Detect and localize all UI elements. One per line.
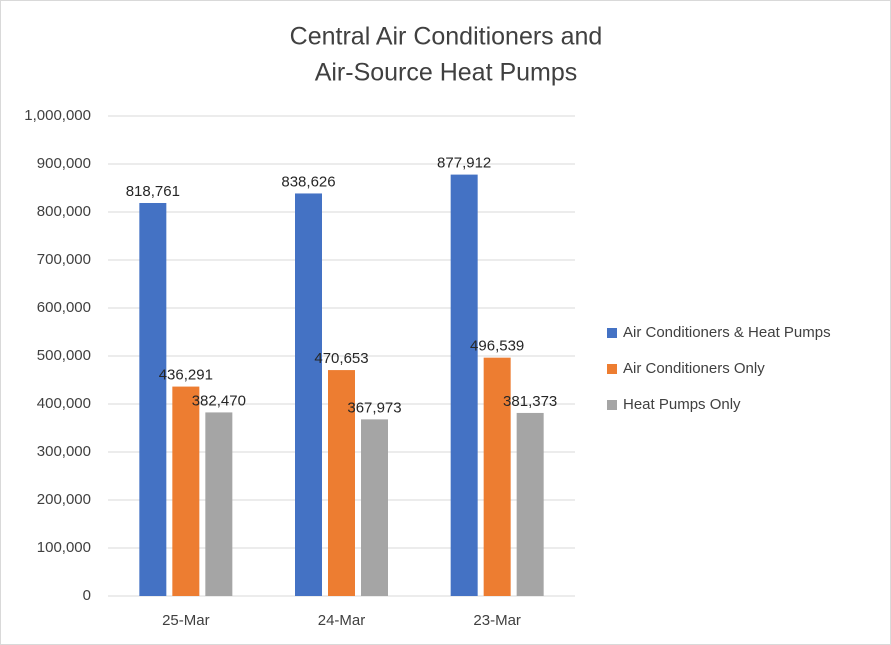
bar [295, 193, 322, 596]
bar [483, 357, 511, 596]
x-tick-label: 25-Mar [162, 612, 210, 629]
legend-swatch [607, 328, 617, 338]
x-tick-label: 23-Mar [473, 612, 521, 629]
y-tick-label: 700,000 [37, 251, 91, 268]
y-tick-label: 900,000 [37, 155, 91, 172]
bar [450, 174, 478, 596]
y-tick-label: 300,000 [37, 443, 91, 460]
legend-label: Air Conditioners & Heat Pumps [623, 324, 831, 341]
bar [328, 370, 355, 596]
legend-swatch [607, 364, 617, 374]
bar [361, 419, 388, 596]
data-label: 818,761 [126, 183, 180, 200]
data-label: 436,291 [159, 367, 213, 384]
chart-title: Air-Source Heat Pumps [315, 59, 578, 87]
bar [516, 412, 544, 596]
legend-swatch [607, 400, 617, 410]
bar [172, 386, 200, 596]
legend-label: Heat Pumps Only [623, 396, 741, 413]
y-tick-label: 800,000 [37, 203, 91, 220]
y-tick-label: 400,000 [37, 395, 91, 412]
y-tick-label: 1,000,000 [24, 107, 91, 124]
data-label: 381,373 [503, 393, 557, 410]
data-label: 838,626 [281, 173, 335, 190]
bar [139, 202, 167, 596]
data-label: 382,470 [192, 392, 246, 409]
bar [205, 412, 233, 596]
y-tick-label: 100,000 [37, 539, 91, 556]
data-label: 367,973 [347, 399, 401, 416]
y-tick-label: 500,000 [37, 347, 91, 364]
y-tick-label: 200,000 [37, 491, 91, 508]
y-tick-label: 600,000 [37, 299, 91, 316]
legend-label: Air Conditioners Only [623, 360, 765, 377]
chart-title: Central Air Conditioners and [290, 23, 603, 51]
x-tick-label: 24-Mar [318, 612, 366, 629]
data-label: 470,653 [314, 350, 368, 367]
data-label: 496,539 [470, 338, 524, 355]
data-label: 877,912 [437, 155, 491, 172]
y-tick-label: 0 [83, 587, 91, 604]
